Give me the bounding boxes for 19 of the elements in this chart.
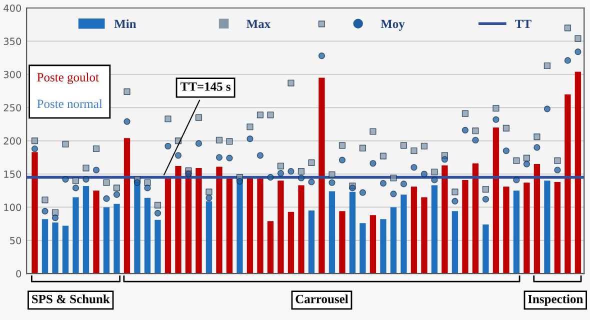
legend-label: Moy — [380, 20, 405, 31]
y-tick-label: 200 — [4, 137, 22, 145]
y-tick-label: 0 — [16, 270, 22, 278]
annotation: Poste goulot — [37, 72, 99, 84]
legend-label: TT — [515, 20, 532, 28]
y-tick-label: 400 — [4, 4, 22, 12]
text: Carrousel — [296, 294, 348, 304]
text: Inspection — [528, 294, 583, 306]
annotation: Poste normal — [37, 99, 102, 108]
y-tick-label: 100 — [4, 204, 22, 212]
annotation: TT=145 s — [180, 82, 231, 91]
text: SPS & Schunk — [32, 294, 110, 304]
y-tick-label: 300 — [4, 70, 22, 78]
y-tick-label: 350 — [4, 38, 22, 46]
y-tick-label: 50 — [10, 236, 22, 244]
y-tick-label: 150 — [4, 170, 22, 178]
legend-label: Min — [114, 19, 136, 28]
legend-label: Max — [246, 20, 271, 28]
y-tick-label: 250 — [4, 104, 22, 112]
